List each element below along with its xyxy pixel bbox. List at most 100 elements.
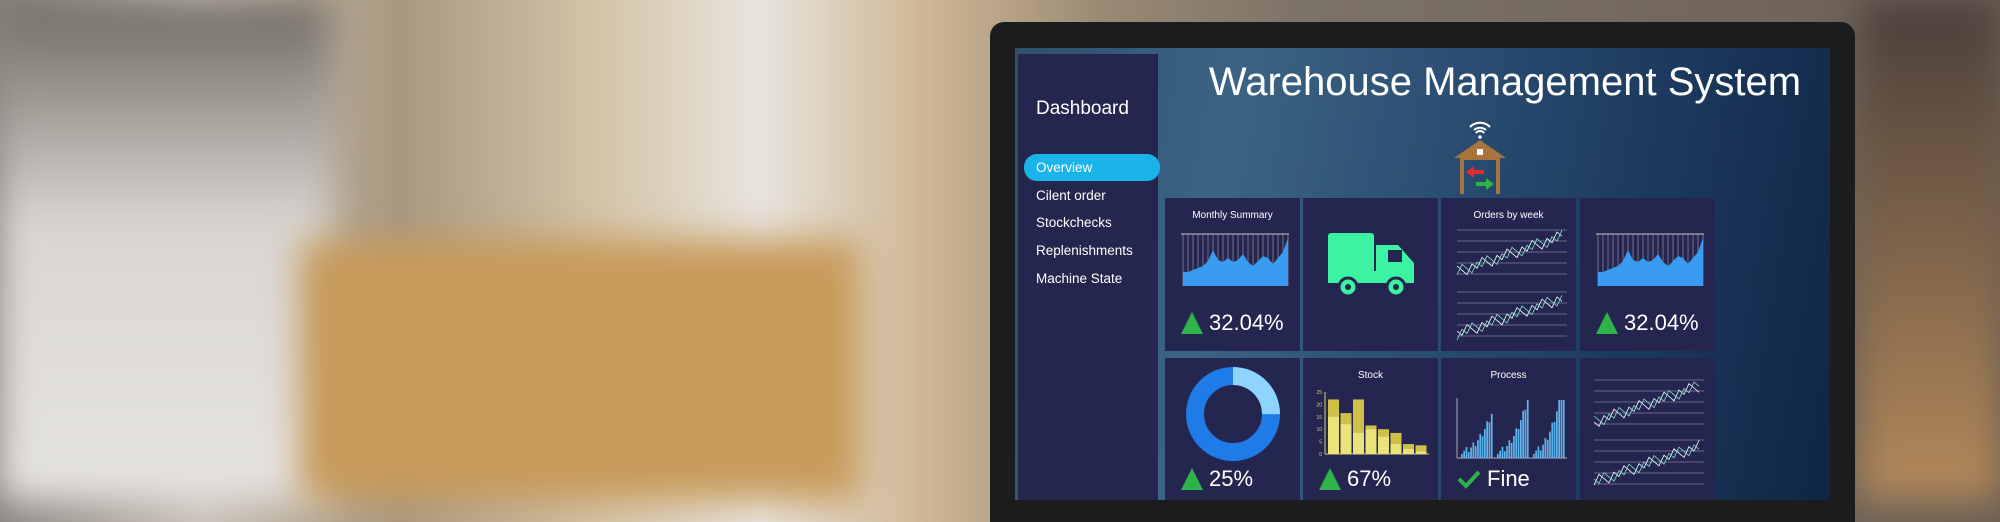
bar	[1515, 428, 1518, 458]
sidebar-item-overview[interactable]: Overview	[1024, 154, 1160, 181]
up-arrow-icon	[1319, 468, 1341, 490]
line-series	[1456, 296, 1563, 336]
line-chart	[1456, 229, 1567, 276]
donut-panel: 25%	[1165, 358, 1300, 500]
trend-panel	[1580, 358, 1715, 500]
bar-lower	[1415, 451, 1427, 454]
bar	[1508, 440, 1511, 458]
y-tick-label: 10	[1316, 427, 1322, 433]
bar-lower	[1340, 424, 1352, 454]
bar	[1517, 429, 1520, 458]
bar	[1526, 400, 1529, 458]
area-series	[1598, 238, 1703, 286]
status: Fine	[1457, 466, 1530, 492]
bar-upper	[1353, 399, 1364, 454]
line-series	[1593, 381, 1700, 426]
area-series	[1183, 238, 1288, 286]
bar	[1490, 413, 1493, 458]
bar	[1488, 422, 1491, 458]
bar	[1558, 400, 1560, 458]
summary-panel: 32.04%	[1580, 198, 1715, 351]
background-shelves	[0, 0, 330, 500]
bar-lower	[1365, 429, 1377, 454]
truck-icon	[1328, 233, 1414, 298]
sidebar-item-machine-state[interactable]: Machine State	[1036, 271, 1123, 286]
stock-bar-chart: 0 5 10 15 20 25	[1316, 390, 1429, 458]
bar	[1562, 400, 1565, 458]
bar-upper	[1415, 445, 1427, 454]
kpi: 32.04%	[1596, 310, 1699, 336]
bar	[1551, 422, 1554, 458]
y-tick-label: 0	[1319, 452, 1322, 458]
page-title: Warehouse Management System	[1208, 60, 1802, 104]
bar	[1467, 452, 1470, 458]
area-chart	[1181, 233, 1289, 286]
up-arrow-icon	[1181, 312, 1203, 334]
line-series	[1593, 440, 1700, 486]
bar	[1522, 410, 1524, 458]
sidebar-heading: Dashboard	[1036, 98, 1129, 119]
truck-panel	[1303, 198, 1438, 351]
bar	[1535, 450, 1537, 458]
process-panel: Process Fine	[1441, 358, 1576, 500]
bar	[1474, 446, 1477, 458]
bar	[1477, 440, 1479, 458]
sidebar-item-stockchecks[interactable]: Stockchecks	[1036, 215, 1112, 230]
process-bar-chart	[1456, 398, 1567, 459]
y-tick-label: 15	[1316, 415, 1322, 421]
bar	[1553, 421, 1556, 458]
y-tick-label: 20	[1316, 402, 1322, 408]
area-chart	[1596, 233, 1704, 286]
bar	[1539, 450, 1542, 458]
panel-title: Process	[1490, 370, 1527, 381]
donut-slice	[1186, 367, 1280, 461]
bar	[1486, 421, 1488, 458]
warehouse-icon	[1454, 121, 1506, 194]
up-arrow-icon	[1596, 312, 1618, 334]
bar	[1546, 439, 1549, 458]
bar	[1470, 447, 1472, 458]
bar-lower	[1403, 449, 1414, 454]
sidebar-item-client-order[interactable]: Cilent order	[1036, 188, 1106, 203]
background-floor	[1860, 0, 2000, 500]
panel-title: Stock	[1357, 370, 1383, 381]
bar	[1463, 450, 1465, 458]
dashboard-screen: Dashboard Overview Cilent order Stockche…	[1015, 48, 1830, 500]
bar	[1560, 400, 1563, 458]
bar-lower	[1353, 432, 1364, 454]
bar-upper	[1390, 432, 1402, 454]
bar	[1510, 442, 1513, 458]
bar	[1506, 446, 1508, 458]
line-series	[1456, 230, 1563, 276]
background-pallets	[300, 240, 860, 500]
donut-chart	[1186, 367, 1280, 461]
y-tick-label: 5	[1319, 440, 1322, 446]
line-chart	[1456, 291, 1567, 340]
bar	[1465, 447, 1468, 458]
stock-panel: Stock 0 5 10 15 20 25 67%	[1303, 358, 1438, 500]
monthly-summary-panel: Monthly Summary 32.04%	[1165, 198, 1300, 351]
bar	[1556, 411, 1558, 458]
line-series	[1593, 444, 1700, 484]
bar	[1479, 433, 1482, 458]
bar	[1461, 454, 1463, 458]
bar	[1497, 454, 1499, 458]
sidebar-item-replenishments[interactable]: Replenishments	[1036, 243, 1133, 258]
y-tick-label: 25	[1316, 390, 1322, 396]
kpi: 32.04%	[1181, 310, 1284, 336]
bar	[1549, 431, 1551, 458]
bar-lower	[1390, 444, 1402, 454]
line-series	[1456, 295, 1563, 340]
panel-title: Orders by week	[1473, 210, 1544, 221]
line-chart	[1593, 439, 1704, 486]
check-icon	[1457, 470, 1481, 489]
bar	[1501, 446, 1504, 458]
line-series	[1593, 383, 1700, 427]
bar	[1513, 435, 1515, 458]
sidebar: Dashboard Overview Cilent order Stockche…	[1018, 54, 1160, 500]
bar-lower	[1378, 436, 1389, 454]
line-chart	[1593, 379, 1704, 427]
kpi: 67%	[1319, 466, 1391, 492]
bar	[1524, 409, 1527, 458]
bar-lower	[1328, 416, 1339, 454]
